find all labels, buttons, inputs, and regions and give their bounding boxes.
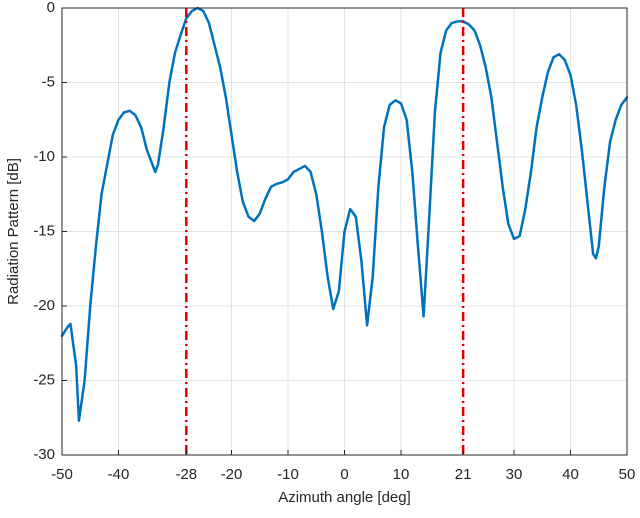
x-tick-label: 50	[619, 466, 636, 483]
y-tick-label: 0	[47, 0, 55, 16]
y-tick-label: -25	[33, 371, 55, 388]
y-tick-label: -20	[33, 297, 55, 314]
data-layer	[60, 6, 629, 455]
x-tick-label: 0	[340, 466, 348, 483]
x-tick-label: -20	[221, 466, 243, 483]
y-tick-label: -10	[33, 148, 55, 165]
x-tick-label: -50	[51, 466, 73, 483]
y-tick-label: -30	[33, 446, 55, 463]
y-tick-label: -5	[42, 73, 55, 90]
x-axis-label: Azimuth angle [deg]	[278, 489, 411, 506]
y-tick-label: -15	[33, 222, 55, 239]
x-tick-label: -40	[108, 466, 130, 483]
x-tick-label: 40	[562, 466, 579, 483]
x-tick-label: 10	[393, 466, 410, 483]
x-tick-label: -10	[277, 466, 299, 483]
x-tick-label: 30	[506, 466, 523, 483]
data-line	[60, 6, 629, 422]
y-axis-label: Radiation Pattern [dB]	[5, 158, 22, 305]
x-tick-label: 21	[455, 466, 472, 483]
x-tick-label: -28	[175, 466, 197, 483]
